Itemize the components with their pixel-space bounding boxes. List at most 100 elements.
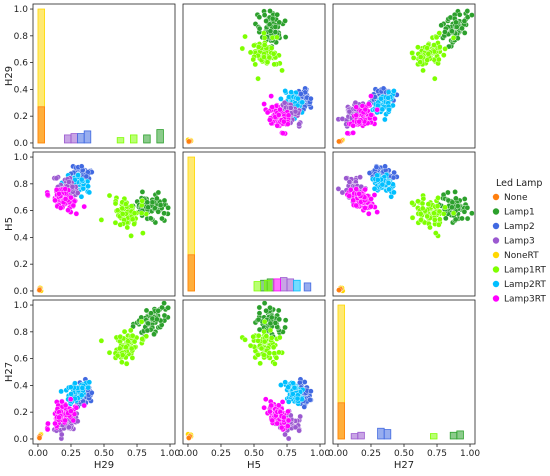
point-Lamp1RT	[255, 337, 261, 344]
point-Lamp1RT	[258, 345, 265, 352]
point-Lamp3RT	[68, 194, 74, 201]
point-Lamp1	[165, 204, 171, 211]
point-Lamp1RT	[263, 333, 270, 339]
point-outlier	[268, 93, 274, 99]
point-Lamp3RT	[365, 101, 372, 107]
point-Lamp2	[382, 163, 388, 170]
point-Lamp1	[269, 15, 276, 22]
point-Lamp1	[148, 310, 154, 316]
point-Lamp1	[469, 12, 475, 18]
point-Lamp1	[267, 8, 273, 14]
point-Lamp1RT	[114, 207, 121, 214]
point-Lamp1RT	[121, 328, 128, 335]
point-Lamp3RT	[285, 112, 292, 119]
point-Lamp1RT	[128, 233, 134, 239]
point-Lamp1RT	[271, 350, 278, 357]
point-Lamp1RT	[434, 203, 441, 209]
point-Lamp1RT	[435, 195, 441, 201]
point-Lamp1RT	[131, 338, 138, 345]
point-Lamp1	[461, 208, 468, 215]
point-Lamp3RT	[70, 202, 77, 209]
point-Lamp3RT	[350, 122, 356, 129]
point-Lamp3RT	[68, 408, 74, 415]
point-Lamp3RT	[277, 106, 283, 113]
point-Lamp1	[159, 215, 165, 222]
point-Lamp2RT	[379, 106, 386, 113]
y-tick-label: 0.6	[14, 59, 29, 69]
point-Lamp1RT	[250, 333, 257, 340]
panel-H5-vs-H27	[182, 299, 326, 445]
point-Lamp1	[255, 316, 262, 323]
legend-marker-NoneRT	[492, 251, 500, 259]
point-Lamp2	[373, 164, 380, 171]
point-Lamp1RT	[415, 198, 421, 205]
point-Lamp1RT	[409, 50, 415, 56]
point-Lamp2RT	[75, 172, 81, 178]
point-Lamp1	[452, 216, 459, 223]
point-Lamp2RT	[278, 96, 284, 102]
point-Lamp1	[161, 312, 168, 319]
point-Lamp2RT	[379, 181, 386, 188]
point-Lamp3RT	[269, 417, 276, 424]
point-Lamp1RT	[112, 200, 119, 207]
point-Lamp2RT	[58, 388, 64, 395]
point-Lamp2RT	[288, 89, 295, 95]
legend-marker-None	[492, 193, 500, 201]
point-Lamp3RT	[65, 207, 71, 213]
point-Lamp1RT	[276, 334, 283, 341]
point-Lamp3RT	[368, 112, 374, 118]
point-Lamp2	[83, 173, 90, 180]
legend-marker-Lamp1	[492, 208, 500, 215]
point-Lamp1	[461, 18, 468, 24]
point-Lamp1RT	[261, 338, 268, 345]
point-Lamp1RT	[139, 198, 145, 204]
point-Lamp1	[272, 29, 279, 35]
point-Lamp1	[442, 29, 448, 35]
point-None	[336, 287, 342, 293]
point-Lamp3RT	[274, 122, 281, 129]
point-Lamp2RT	[391, 189, 397, 196]
point-Lamp1RT	[138, 318, 145, 325]
point-Lamp3	[292, 108, 299, 115]
point-Lamp3RT	[261, 101, 267, 107]
point-Lamp3RT	[350, 197, 356, 204]
hist-bar-Lamp3	[70, 133, 78, 144]
point-Lamp3	[339, 116, 346, 122]
point-Lamp3RT	[374, 209, 380, 215]
point-Lamp1RT	[450, 210, 457, 217]
point-Lamp3RT	[267, 117, 273, 123]
point-Lamp1RT	[415, 44, 421, 51]
point-Lamp2RT	[68, 391, 74, 397]
point-Lamp1	[165, 304, 171, 311]
point-Lamp1RT	[424, 57, 431, 63]
point-Lamp3RT	[56, 414, 62, 421]
x-tick-label: 0.00	[178, 449, 198, 459]
point-Lamp2RT	[282, 88, 288, 94]
y-tick-label: 0.0	[14, 435, 29, 445]
point-Lamp3	[296, 121, 302, 128]
point-Lamp3	[58, 431, 65, 438]
point-Lamp1RT	[261, 54, 267, 60]
point-Lamp1	[154, 316, 160, 323]
point-Lamp1RT	[143, 211, 150, 217]
point-Lamp1	[275, 307, 282, 314]
point-Lamp1	[461, 30, 468, 36]
point-Lamp3RT	[280, 414, 287, 421]
point-Lamp1RT	[427, 224, 433, 231]
legend-label-None: None	[504, 193, 528, 203]
point-Lamp1RT	[261, 42, 268, 48]
point-Lamp3RT	[73, 404, 80, 411]
point-Lamp3RT	[353, 202, 360, 209]
y-axis-label: H5	[4, 217, 15, 231]
point-Lamp2RT	[386, 106, 392, 113]
hist-bar-Lamp1RT	[130, 134, 138, 144]
point-Lamp1RT	[431, 42, 437, 48]
legend-marker-Lamp1RT	[492, 266, 500, 273]
point-Lamp1RT	[442, 46, 448, 52]
point-Lamp2RT	[85, 384, 91, 391]
y-axis-label: H29	[4, 66, 15, 86]
point-Lamp1RT	[436, 221, 442, 228]
point-Lamp1	[155, 208, 162, 215]
hist-bar-Lamp2	[377, 427, 385, 440]
